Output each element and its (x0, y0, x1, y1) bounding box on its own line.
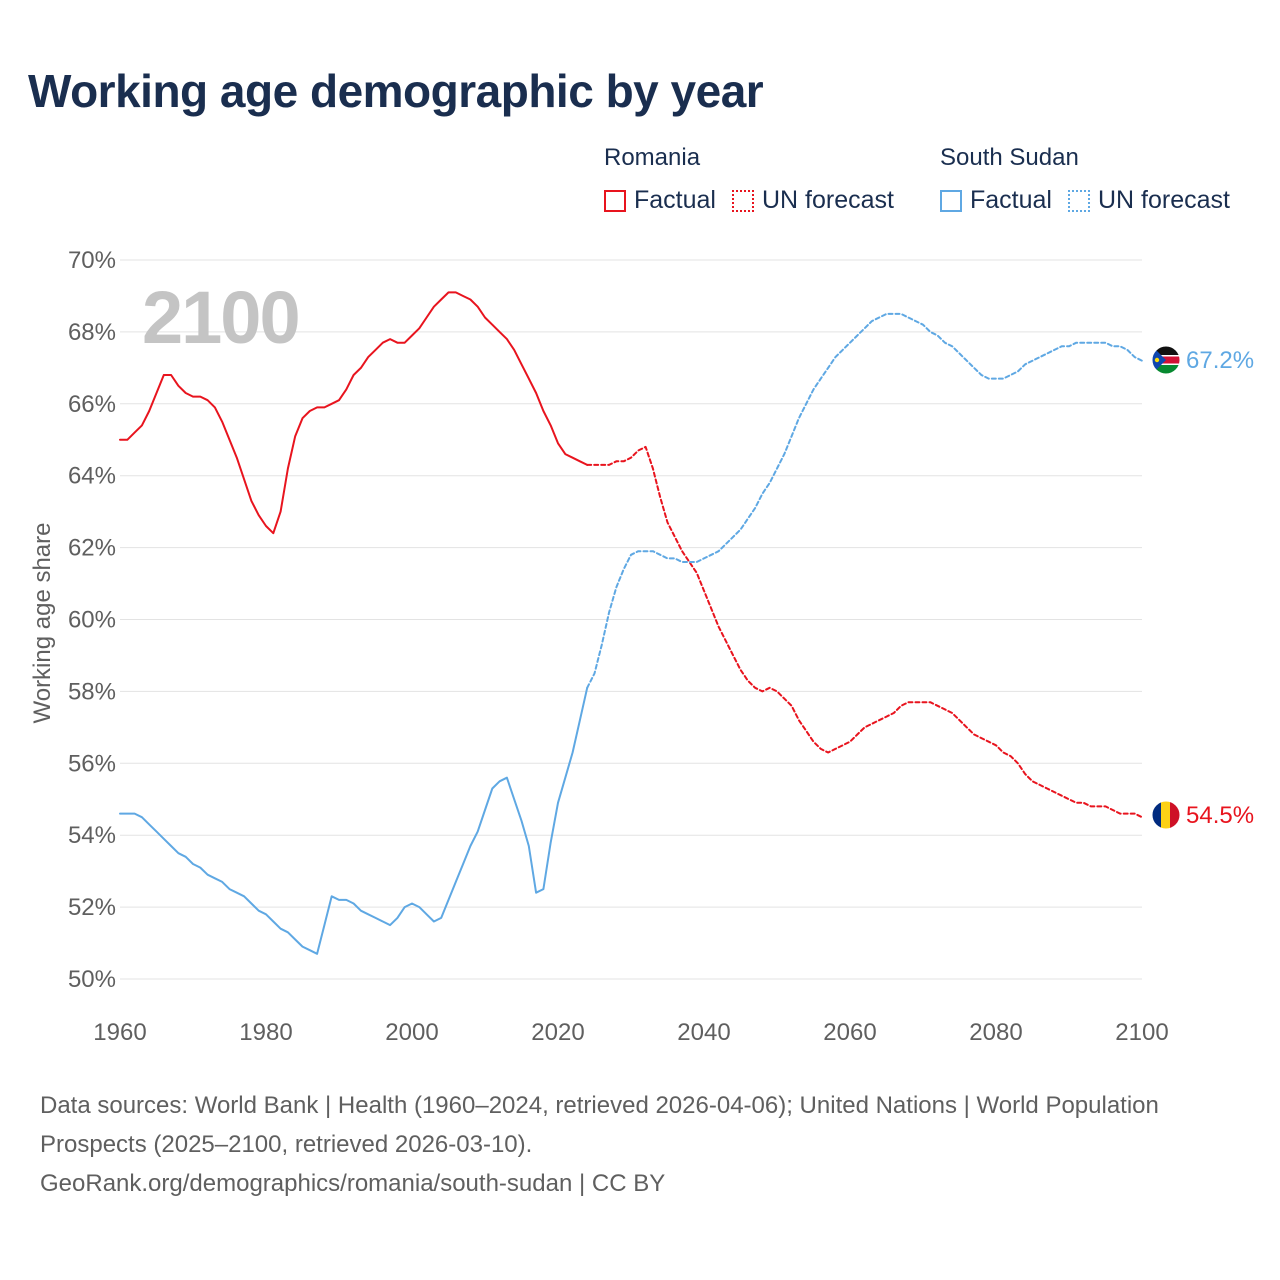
legend-item-romania-forecast[interactable]: UN forecast (731, 186, 894, 215)
x-tick-label: 2100 (1115, 1019, 1168, 1046)
y-tick-label: 68% (68, 319, 116, 346)
y-tick-label: 66% (68, 391, 116, 418)
y-tick-label: 50% (68, 966, 116, 993)
legend-item-south-sudan-factual[interactable]: Factual (940, 186, 1052, 215)
series-line-south-sudan-factual (119, 686, 589, 955)
end-label-south-sudan: 67.2% (1186, 347, 1254, 374)
series-line-romania-forecast (586, 445, 1143, 819)
x-tick-label: 2040 (677, 1019, 730, 1046)
legend-group-romania: Romania Factual UN forecast (604, 144, 910, 215)
series-line-south-sudan-forecast (586, 312, 1143, 689)
x-tick-label: 2020 (531, 1019, 584, 1046)
y-tick-label: 60% (68, 607, 116, 634)
legend-swatch-south-sudan-factual (940, 189, 962, 212)
y-tick-label: 58% (68, 678, 116, 705)
legend-group-south-sudan: South Sudan Factual UN forecast (940, 144, 1246, 215)
legend-swatch-romania-forecast (731, 189, 754, 212)
y-tick-label: 70% (68, 247, 116, 274)
legend-country-south-sudan: South Sudan (940, 144, 1079, 171)
end-label-romania: 54.5% (1186, 802, 1254, 829)
x-tick-label: 1980 (239, 1019, 292, 1046)
y-tick-label: 64% (68, 463, 116, 490)
footer-attribution-text: GeoRank.org/demographics/romania/south-s… (40, 1170, 666, 1197)
x-tick-label: 2060 (823, 1019, 876, 1046)
y-tick-label: 52% (68, 894, 116, 921)
legend-label-romania-forecast: UN forecast (761, 186, 894, 214)
data-sources-footer: Data sources: World Bank | Health (1960–… (40, 1086, 1200, 1203)
legend-item-romania-factual[interactable]: Factual (604, 186, 716, 215)
year-watermark: 2100 (142, 276, 299, 359)
series-line-romania-factual (119, 291, 589, 535)
legend-swatch-romania-factual (604, 189, 626, 212)
chart-title: Working age demographic by year (28, 65, 764, 117)
legend-country-romania: Romania (604, 144, 701, 171)
footer-sources-text: Data sources: World Bank | Health (1960–… (40, 1092, 1159, 1158)
y-axis-label: Working age share (29, 523, 56, 724)
y-tick-label: 54% (68, 822, 116, 849)
legend-swatch-south-sudan-forecast (1067, 189, 1090, 212)
line-chart: 2100 50% 52% 54% 56% 58% 60% 62% 64% 66% 68% 70% 19… (29, 247, 1254, 1046)
y-tick-label: 56% (68, 750, 116, 777)
legend-label-south-sudan-forecast: UN forecast (1097, 186, 1230, 214)
legend-label-south-sudan-factual: Factual (970, 186, 1052, 214)
romania-flag (1151, 800, 1181, 830)
y-tick-label: 62% (68, 535, 116, 562)
x-tick-label: 2080 (969, 1019, 1022, 1046)
x-tick-label: 2000 (385, 1019, 438, 1046)
legend-label-romania-factual: Factual (634, 186, 716, 214)
x-tick-label: 1960 (93, 1019, 146, 1046)
south-sudan-flag (1151, 345, 1181, 375)
legend-item-south-sudan-forecast[interactable]: UN forecast (1067, 186, 1230, 215)
